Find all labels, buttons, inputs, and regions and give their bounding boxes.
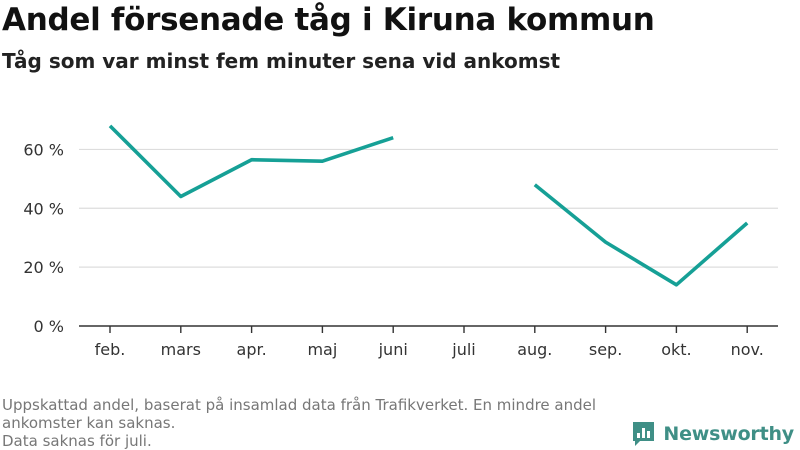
footnote-missing-data: Data saknas för juli.: [2, 432, 152, 450]
footnote: Uppskattad andel, baserat på insamlad da…: [2, 396, 642, 450]
series-line-segment: [108, 124, 394, 199]
x-tick-label: juni: [378, 340, 408, 359]
series-line-segment: [533, 183, 749, 287]
x-tick-label: okt.: [661, 340, 691, 359]
brand-logo: Newsworthy: [631, 419, 794, 449]
series-lines: [108, 124, 749, 287]
grid-lines: [79, 148, 778, 268]
y-tick-label: 60 %: [23, 140, 64, 159]
y-tick-label: 20 %: [23, 258, 64, 277]
x-tick-label: sep.: [589, 340, 622, 359]
y-axis-ticks: 0 % 20 % 40 % 60 %: [23, 140, 64, 336]
x-tick-label: maj: [307, 340, 337, 359]
x-tick-label: nov.: [731, 340, 764, 359]
x-tick-label: aug.: [517, 340, 552, 359]
footnote-source: Uppskattad andel, baserat på insamlad da…: [2, 396, 597, 432]
y-tick-label: 40 %: [23, 199, 64, 218]
x-tick-label: apr.: [237, 340, 267, 359]
x-tick-label: mars: [161, 340, 201, 359]
x-tick-label: juli: [451, 340, 475, 359]
x-axis: feb. mars apr. maj juni juli aug. sep. okt. nov.: [79, 325, 778, 359]
chart-title: Andel försenade tåg i Kiruna kommun: [2, 2, 655, 38]
newsworthy-logo-icon: [633, 422, 655, 446]
brand-name: Newsworthy: [663, 423, 794, 445]
y-tick-label: 0 %: [34, 317, 64, 336]
chart-subtitle: Tåg som var minst fem minuter sena vid a…: [2, 49, 561, 73]
x-tick-label: feb.: [95, 340, 126, 359]
